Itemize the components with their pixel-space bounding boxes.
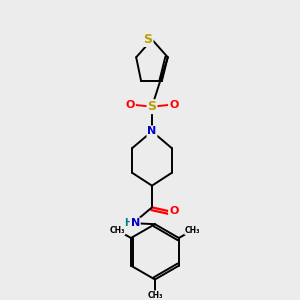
Text: CH₃: CH₃ [110, 226, 125, 235]
Text: N: N [147, 126, 157, 136]
Text: S: S [143, 33, 152, 46]
Text: O: O [126, 100, 135, 110]
Text: CH₃: CH₃ [185, 226, 200, 235]
Text: O: O [169, 206, 178, 216]
Text: H: H [124, 218, 132, 228]
Text: N: N [130, 218, 140, 228]
Text: O: O [169, 100, 178, 110]
Text: CH₃: CH₃ [147, 291, 163, 300]
Text: S: S [148, 100, 157, 113]
